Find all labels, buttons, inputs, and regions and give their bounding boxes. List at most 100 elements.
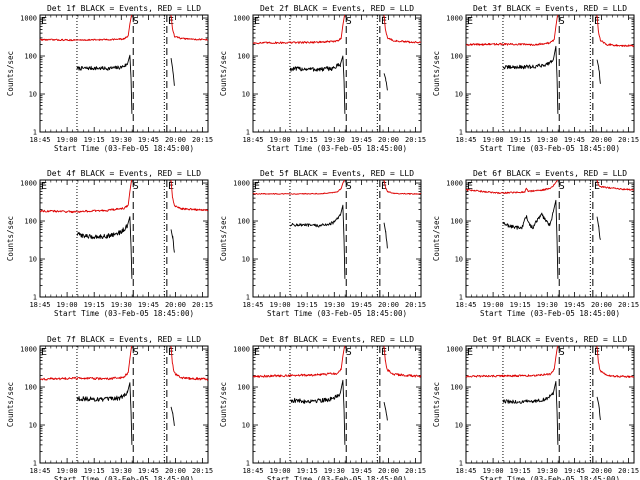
marker-label: E (254, 16, 260, 27)
x-axis-label: Start Time (03-Feb-05 18:45:00) (480, 309, 620, 318)
x-tick-label: 19:30 (111, 301, 132, 309)
x-tick-label: 19:00 (483, 136, 504, 144)
x-axis-label: Start Time (03-Feb-05 18:45:00) (54, 475, 194, 480)
marker-label: S (133, 347, 139, 358)
plot-frame (252, 345, 422, 464)
marker-label: E (381, 347, 387, 358)
panel-title: Det 5f BLACK = Events, RED = LLD (260, 169, 414, 178)
events-curve (76, 54, 133, 114)
y-tick-label: 1000 (446, 180, 463, 188)
y-tick-label: 100 (24, 384, 37, 392)
x-axis-label: Start Time (03-Feb-05 18:45:00) (267, 144, 407, 153)
marker-label: E (41, 16, 47, 27)
lld-curve (252, 14, 346, 45)
marker-label: S (346, 347, 352, 358)
plot-frame (252, 14, 422, 133)
panel-det-3f: Det 3f BLACK = Events, RED = LLD 1 10 100 10… (432, 4, 639, 153)
x-tick-label: 19:30 (537, 467, 558, 475)
x-tick-label: 20:15 (405, 467, 426, 475)
x-tick-label: 18:45 (242, 467, 263, 475)
y-tick-label: 100 (237, 53, 250, 61)
panel-title: Det 2f BLACK = Events, RED = LLD (260, 4, 414, 13)
y-tick-label: 1 (459, 460, 463, 468)
x-tick-label: 19:00 (270, 301, 291, 309)
marker-label: S (559, 181, 565, 192)
x-tick-label: 20:15 (192, 467, 213, 475)
plot-frame (39, 345, 209, 464)
lld-curve (252, 179, 345, 195)
x-tick-label: 19:30 (324, 467, 345, 475)
marker-label: E (254, 181, 260, 192)
y-tick-label: 100 (450, 53, 463, 61)
y-tick-label: 1000 (20, 15, 37, 23)
lld-curve (39, 345, 133, 381)
marker-label: E (381, 181, 387, 192)
x-tick-label: 19:15 (297, 301, 318, 309)
plot-frame (465, 179, 635, 298)
events-curve-post (170, 229, 175, 253)
y-tick-label: 1000 (20, 346, 37, 354)
y-axis-label: Counts/sec (432, 382, 441, 427)
events-curve (502, 45, 559, 114)
marker-label: E (168, 16, 174, 27)
x-tick-label: 18:45 (29, 136, 50, 144)
x-tick-label: 19:15 (297, 467, 318, 475)
x-tick-label: 18:45 (455, 136, 476, 144)
marker-label: E (168, 347, 174, 358)
x-axis-label: Start Time (03-Feb-05 18:45:00) (54, 309, 194, 318)
x-tick-label: 19:00 (270, 467, 291, 475)
x-tick-label: 19:15 (297, 136, 318, 144)
marker-label: S (133, 16, 139, 27)
x-tick-label: 19:45 (564, 467, 585, 475)
events-curve (289, 55, 346, 114)
x-tick-label: 20:00 (378, 467, 399, 475)
marker-label: E (594, 347, 600, 358)
panel-title: Det 8f BLACK = Events, RED = LLD (260, 335, 414, 344)
x-axis-label: Start Time (03-Feb-05 18:45:00) (267, 309, 407, 318)
y-tick-label: 1000 (233, 15, 250, 23)
marker-label: E (467, 181, 473, 192)
lld-curve (466, 14, 559, 46)
x-tick-label: 19:30 (324, 136, 345, 144)
x-tick-label: 19:45 (351, 301, 372, 309)
y-tick-label: 1000 (233, 346, 250, 354)
events-curve (502, 381, 559, 445)
events-curve-post (383, 73, 388, 91)
panel-det-4f: Det 4f BLACK = Events, RED = LLD 1 10 100 10… (6, 169, 213, 318)
y-tick-label: 100 (237, 384, 250, 392)
x-tick-label: 20:00 (378, 136, 399, 144)
x-tick-label: 19:00 (483, 467, 504, 475)
panel-title: Det 1f BLACK = Events, RED = LLD (47, 4, 201, 13)
marker-label: S (133, 181, 139, 192)
lld-curve-post (596, 179, 635, 191)
x-tick-label: 18:45 (455, 301, 476, 309)
marker-label: E (594, 181, 600, 192)
plot-frame (39, 179, 209, 298)
lld-curve-post (383, 345, 422, 378)
events-curve-post (596, 216, 601, 240)
y-tick-label: 1 (246, 294, 250, 302)
events-curve (76, 216, 133, 279)
x-tick-label: 18:45 (29, 301, 50, 309)
events-curve-post (596, 396, 601, 420)
x-tick-label: 20:15 (192, 301, 213, 309)
events-curve (76, 382, 133, 445)
lld-curve-post (383, 179, 422, 195)
lld-curve (39, 14, 133, 42)
x-axis-label: Start Time (03-Feb-05 18:45:00) (480, 475, 620, 480)
x-tick-label: 20:15 (618, 467, 639, 475)
x-tick-label: 19:30 (111, 136, 132, 144)
lld-curve-post (170, 345, 209, 381)
x-tick-label: 19:45 (564, 136, 585, 144)
marker-label: S (346, 181, 352, 192)
x-tick-label: 20:15 (405, 136, 426, 144)
marker-label: E (594, 16, 600, 27)
lld-curve (252, 345, 346, 378)
x-tick-label: 20:00 (165, 136, 186, 144)
x-tick-label: 19:30 (324, 301, 345, 309)
x-tick-label: 20:15 (618, 301, 639, 309)
plot-frame (465, 345, 635, 464)
marker-label: E (467, 347, 473, 358)
x-tick-label: 19:45 (138, 467, 159, 475)
